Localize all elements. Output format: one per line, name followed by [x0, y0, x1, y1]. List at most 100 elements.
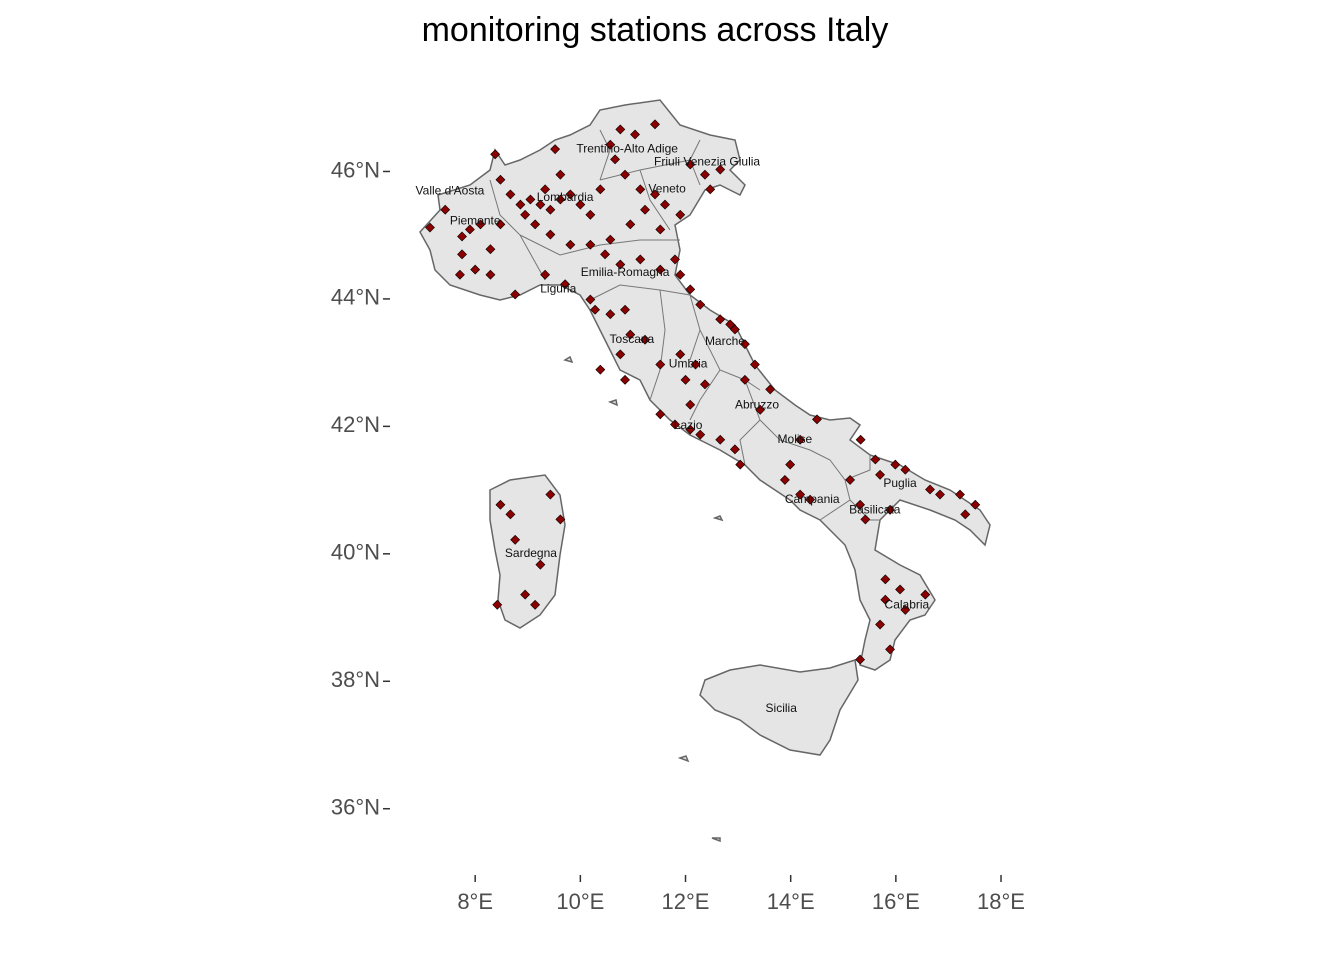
station-marker	[935, 489, 945, 500]
station-marker	[755, 404, 766, 415]
station-marker	[640, 204, 650, 215]
station-marker	[655, 359, 666, 370]
y-tick-label: 40°N	[331, 540, 380, 565]
station-marker	[855, 499, 866, 510]
region-label: Campania	[785, 492, 840, 506]
region-label: Marche	[705, 334, 745, 348]
station-marker	[855, 654, 866, 665]
y-tick-label: 36°N	[331, 795, 380, 820]
station-marker	[845, 474, 856, 485]
station-marker	[955, 489, 965, 500]
station-marker	[655, 264, 666, 275]
station-marker	[705, 184, 716, 195]
station-marker	[625, 219, 636, 230]
station-marker	[545, 489, 556, 500]
station-marker	[610, 154, 620, 165]
region-label: Puglia	[883, 476, 917, 490]
station-marker	[495, 219, 506, 230]
station-marker	[685, 399, 696, 410]
station-marker	[545, 229, 556, 240]
station-marker	[555, 169, 566, 180]
station-marker	[550, 144, 561, 155]
station-marker	[900, 604, 911, 615]
station-marker	[505, 509, 516, 520]
station-marker	[855, 434, 866, 445]
station-marker	[640, 334, 650, 345]
station-marker	[670, 419, 680, 430]
station-marker	[805, 494, 816, 505]
region-label: Lombardia	[537, 190, 594, 204]
station-marker	[650, 189, 660, 200]
station-marker	[540, 269, 551, 280]
station-marker	[615, 349, 626, 360]
station-marker	[505, 189, 516, 200]
station-marker	[595, 364, 606, 375]
station-marker	[525, 194, 536, 205]
station-marker	[670, 254, 680, 265]
station-marker	[560, 279, 571, 290]
station-marker	[485, 269, 496, 280]
station-marker	[510, 534, 521, 545]
station-marker	[695, 429, 706, 440]
sicilia-island	[699, 659, 859, 756]
station-marker	[520, 589, 531, 600]
x-tick-label: 12°E	[662, 889, 710, 914]
station-marker	[520, 209, 531, 220]
station-marker	[795, 489, 806, 500]
region-label: Basilicata	[849, 503, 901, 517]
station-marker	[730, 444, 740, 455]
station-marker	[779, 474, 790, 485]
station-marker	[650, 119, 660, 130]
station-marker	[765, 384, 776, 395]
station-marker	[675, 269, 686, 280]
x-tick-label: 16°E	[872, 889, 920, 914]
region-label: Liguria	[540, 282, 576, 296]
station-marker	[740, 339, 750, 350]
station-marker	[750, 359, 760, 370]
station-marker	[535, 559, 546, 570]
station-marker	[440, 204, 451, 215]
station-marker	[495, 499, 506, 510]
station-marker	[510, 289, 521, 300]
y-tick-label: 46°N	[331, 157, 380, 182]
station-marker	[690, 359, 701, 370]
station-marker	[880, 574, 891, 585]
station-marker	[492, 599, 503, 610]
region-label: Toscana	[610, 332, 655, 346]
station-marker	[675, 209, 686, 220]
station-marker	[605, 309, 616, 320]
station-marker	[457, 249, 467, 260]
station-marker	[860, 514, 871, 525]
station-marker	[660, 199, 670, 210]
station-marker	[685, 159, 696, 170]
station-marker	[885, 504, 895, 515]
station-marker	[565, 239, 576, 250]
station-marker	[565, 189, 576, 200]
station-marker	[885, 644, 895, 655]
station-marker	[555, 194, 566, 205]
station-marker	[730, 324, 740, 335]
small-islands	[563, 355, 724, 843]
region-label: Abruzzo	[735, 398, 779, 412]
station-marker	[890, 459, 901, 470]
station-marker	[875, 619, 885, 630]
station-marker	[715, 434, 726, 445]
station-marker	[465, 224, 475, 235]
station-marker	[535, 199, 546, 210]
station-marker	[635, 184, 646, 195]
y-tick-label: 42°N	[331, 412, 380, 437]
station-marker	[615, 124, 626, 135]
station-marker	[600, 249, 610, 260]
station-marker	[875, 469, 885, 480]
station-marker	[475, 219, 486, 230]
station-marker	[785, 459, 796, 470]
station-marker	[795, 434, 806, 445]
station-marker	[630, 129, 640, 140]
region-label: Molise	[778, 432, 813, 446]
station-marker	[895, 584, 905, 595]
station-marker	[470, 264, 481, 275]
station-marker	[495, 174, 506, 185]
x-tick-label: 8°E	[457, 889, 493, 914]
